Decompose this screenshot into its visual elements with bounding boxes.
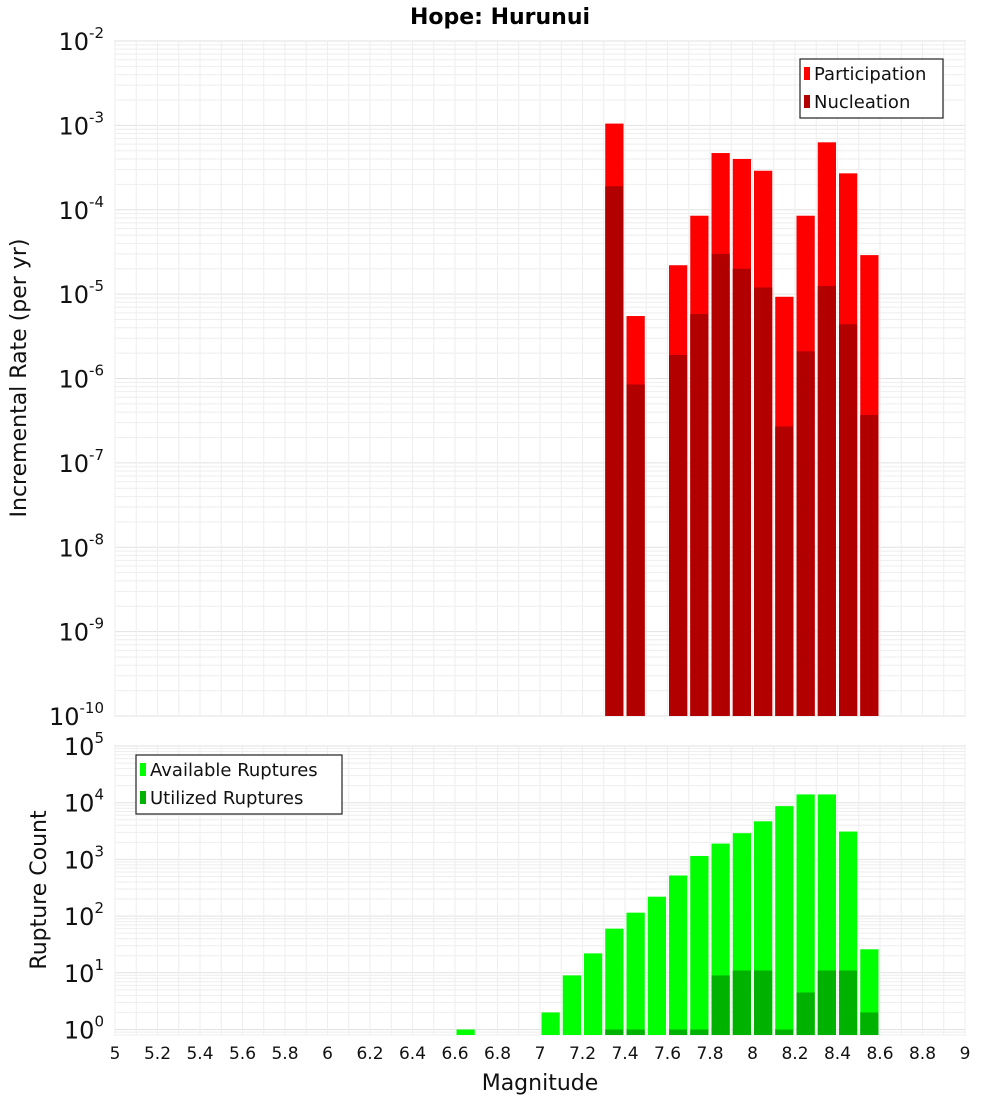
x-tick-label: 7.8 — [696, 1044, 723, 1064]
available-ruptures-bar — [669, 875, 688, 1035]
chart-title: Hope: Hurunui — [410, 5, 590, 30]
nucleation-bar — [839, 324, 858, 716]
utilized-ruptures-bar — [669, 1029, 688, 1035]
x-tick-label: 5.6 — [229, 1044, 256, 1064]
x-tick-label: 6.4 — [399, 1044, 426, 1064]
y-tick-label: 10-6 — [58, 362, 104, 394]
x-tick-label: 5.4 — [186, 1044, 213, 1064]
x-tick-label: 7.4 — [611, 1044, 638, 1064]
y-tick-label: 103 — [64, 842, 104, 874]
utilized-ruptures-bar — [754, 970, 773, 1035]
y-tick-label: 102 — [64, 899, 104, 931]
x-tick-label: 6.6 — [441, 1044, 468, 1064]
utilized-ruptures-bar — [839, 970, 858, 1035]
count-y-tick-labels: 100 101 102 103 104 105 — [64, 729, 104, 1045]
x-tick-label: 6.8 — [484, 1044, 511, 1064]
count-legend: Available Ruptures Utilized Ruptures — [135, 754, 343, 815]
y-tick-label: 10-8 — [58, 530, 104, 562]
utilized-ruptures-bar — [711, 975, 730, 1035]
legend-box — [799, 58, 944, 119]
y-tick-label: 105 — [64, 729, 104, 761]
legend-entry: Utilized Ruptures — [150, 788, 303, 809]
legend-entry: Nucleation — [814, 92, 910, 113]
x-tick-label: 7.6 — [654, 1044, 681, 1064]
nucleation-bar — [796, 351, 815, 716]
y-tick-label: 10-4 — [58, 193, 104, 225]
legend-swatch — [140, 791, 146, 804]
x-tick-label: 8.6 — [866, 1044, 893, 1064]
x-axis-label: Magnitude — [482, 1071, 599, 1096]
legend-entry: Available Ruptures — [150, 760, 318, 781]
x-tick-label: 6.2 — [356, 1044, 383, 1064]
utilized-ruptures-bar — [817, 970, 836, 1035]
count-panel: 100 101 102 103 104 105 5 5.2 5.4 5.6 5.8 6 6.2 6.4 6… — [27, 729, 970, 1096]
y-tick-label: 10-3 — [58, 108, 104, 140]
nucleation-bar — [732, 268, 751, 716]
available-ruptures-bar — [690, 855, 709, 1035]
legend-swatch — [140, 763, 146, 776]
available-ruptures-bar — [541, 1012, 560, 1035]
x-tick-label: 7 — [535, 1044, 546, 1064]
utilized-ruptures-bar — [605, 1029, 624, 1035]
y-tick-label: 10-2 — [58, 24, 104, 56]
y-tick-label: 104 — [64, 786, 104, 818]
utilized-ruptures-bar — [732, 970, 751, 1035]
y-tick-label: 10-9 — [58, 615, 104, 647]
rate-y-axis-label: Incremental Rate (per yr) — [7, 239, 32, 518]
utilized-ruptures-bar — [775, 1029, 794, 1035]
rate-bars — [605, 123, 879, 717]
x-tick-label: 9 — [960, 1044, 971, 1064]
nucleation-bar — [817, 285, 836, 716]
legend-swatch — [804, 95, 810, 108]
count-x-tick-labels: 5 5.2 5.4 5.6 5.8 6 6.2 6.4 6.6 6.8 7 7.2 7.4 7.6 7.8 8… — [110, 1044, 971, 1064]
count-y-axis-label: Rupture Count — [27, 810, 52, 970]
nucleation-bar — [754, 287, 773, 716]
nucleation-bar — [711, 253, 730, 716]
x-tick-label: 5.2 — [144, 1044, 171, 1064]
nucleation-bar — [626, 384, 645, 716]
legend-box — [135, 754, 343, 815]
x-tick-label: 6 — [322, 1044, 333, 1064]
y-tick-label: 101 — [64, 956, 104, 988]
rate-panel: 10-10 10-9 10-8 10-7 10-6 10-5 10-4 10-3 10-2 In… — [7, 24, 966, 731]
rate-legend: Participation Nucleation — [799, 58, 944, 119]
nucleation-bar — [775, 426, 794, 716]
y-tick-label: 10-7 — [58, 446, 104, 478]
x-tick-label: 8 — [747, 1044, 758, 1064]
utilized-ruptures-bar — [860, 1012, 879, 1035]
available-ruptures-bar — [647, 896, 666, 1035]
nucleation-bar — [605, 186, 624, 717]
x-tick-label: 5.8 — [271, 1044, 298, 1064]
nucleation-bar — [669, 354, 688, 716]
utilized-ruptures-bar — [796, 992, 815, 1035]
available-ruptures-bar — [605, 928, 624, 1035]
y-tick-label: 10-10 — [49, 699, 104, 731]
y-tick-label: 100 — [64, 1013, 104, 1045]
utilized-ruptures-bar — [690, 1029, 709, 1035]
nucleation-bar — [860, 414, 879, 716]
x-tick-label: 8.4 — [824, 1044, 851, 1064]
y-tick-label: 10-5 — [58, 277, 104, 309]
x-tick-label: 7.2 — [569, 1044, 596, 1064]
available-ruptures-bar — [584, 953, 603, 1035]
legend-entry: Participation — [814, 64, 926, 85]
nucleation-bar — [690, 314, 709, 716]
utilized-ruptures-bar — [626, 1029, 645, 1035]
legend-swatch — [804, 67, 810, 80]
count-bars — [456, 794, 879, 1035]
available-ruptures-bar — [626, 912, 645, 1035]
available-ruptures-bar — [456, 1029, 475, 1035]
available-ruptures-bar — [796, 794, 815, 1035]
x-tick-label: 8.8 — [909, 1044, 936, 1064]
x-tick-label: 8.2 — [781, 1044, 808, 1064]
available-ruptures-bar — [775, 806, 794, 1035]
x-tick-label: 5 — [110, 1044, 121, 1064]
rate-grid — [114, 40, 966, 717]
rate-y-tick-labels: 10-10 10-9 10-8 10-7 10-6 10-5 10-4 10-3 10-2 — [49, 24, 104, 731]
available-ruptures-bar — [562, 975, 581, 1035]
